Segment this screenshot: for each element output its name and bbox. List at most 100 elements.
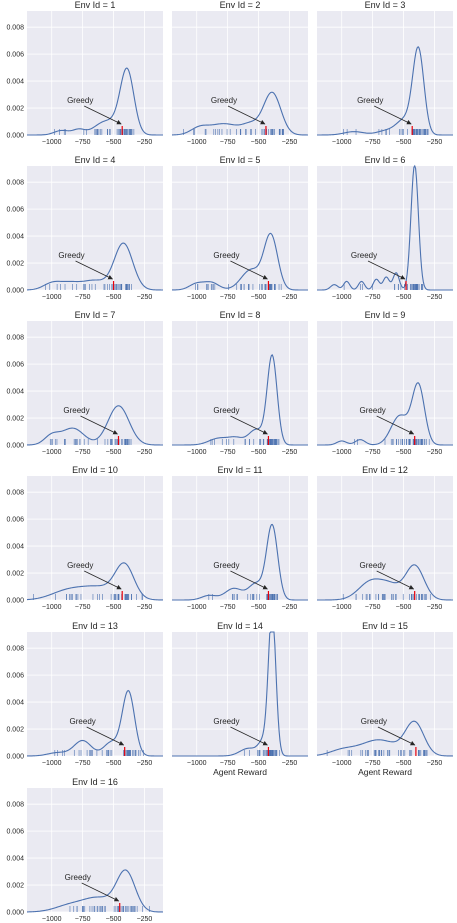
panel-16-x-tick-label: −500 xyxy=(106,916,122,923)
panel-2-title: Env Id = 2 xyxy=(220,0,261,10)
panel-11-greedy-arrow xyxy=(230,570,268,590)
panel-13-x-tick-label: −250 xyxy=(137,760,153,767)
y-tick-label: 0.004 xyxy=(6,544,24,551)
panel-3-greedy-label: Greedy xyxy=(357,96,383,105)
panel-4-x-tick-label: −500 xyxy=(106,294,122,301)
panel-8-axes-background xyxy=(172,321,308,445)
y-tick-label: 0.004 xyxy=(6,234,24,241)
y-tick-label: 0.006 xyxy=(6,829,24,836)
panel-16-title: Env Id = 16 xyxy=(72,777,118,787)
panel-1-x-tick-label: −500 xyxy=(106,139,122,146)
panel-2-density-curve xyxy=(171,91,308,136)
y-tick-label: 0.006 xyxy=(6,673,24,680)
y-tick-label: 0.004 xyxy=(6,79,24,86)
panel-14-axes-background xyxy=(172,632,308,756)
panel-15-x-tick-label: −250 xyxy=(427,760,443,767)
panel-14-title: Env Id = 14 xyxy=(217,621,263,631)
y-tick-label: 0.004 xyxy=(6,389,24,396)
panel-15-title: Env Id = 15 xyxy=(362,621,408,631)
panel-12-greedy-arrow xyxy=(376,570,415,590)
panel-3-density-curve xyxy=(317,45,453,136)
panel-13-greedy-arrow xyxy=(86,726,125,746)
panel-5-x-tick-label: −750 xyxy=(220,294,236,301)
panel-14-density-curve xyxy=(172,631,308,757)
panel-9-greedy-arrow xyxy=(376,415,415,435)
panel-1-greedy-arrow xyxy=(84,105,122,125)
panel-10-x-tick-label: −500 xyxy=(106,604,122,611)
panel-8-x-tick-label: −750 xyxy=(220,449,236,456)
panel-4-x-tick-label: −1000 xyxy=(42,294,62,301)
panel-4-x-tick-label: −750 xyxy=(75,294,91,301)
panel-15-axes-background xyxy=(317,632,453,756)
panel-7-x-tick-label: −500 xyxy=(106,449,122,456)
panel-4-greedy-arrow xyxy=(75,260,113,280)
panel-9-greedy-label: Greedy xyxy=(360,406,386,415)
panel-11-x-tick-label: −500 xyxy=(251,604,267,611)
panel-8-x-tick-label: −500 xyxy=(251,449,267,456)
panel-14-x-axis-label: Agent Reward xyxy=(213,767,267,777)
panel-13-x-tick-label: −750 xyxy=(75,760,91,767)
panel-5-greedy-arrow xyxy=(230,260,268,280)
y-tick-label: 0.000 xyxy=(6,754,24,761)
panel-14-greedy-arrow xyxy=(230,726,268,746)
panel-9-axes-background xyxy=(317,321,453,445)
panel-1-title: Env Id = 1 xyxy=(75,0,116,10)
panel-2-x-tick-label: −1000 xyxy=(187,139,207,146)
y-tick-label: 0.004 xyxy=(6,856,24,863)
y-tick-label: 0.008 xyxy=(6,180,24,187)
panel-10-greedy-arrow xyxy=(84,570,122,590)
panel-4-greedy-label: Greedy xyxy=(58,251,84,260)
panel-7-axes-background xyxy=(27,321,163,445)
panel-7-title: Env Id = 7 xyxy=(75,310,116,320)
panel-11-greedy-label: Greedy xyxy=(213,561,239,570)
panel-12-x-tick-label: −250 xyxy=(427,604,443,611)
panel-6-x-tick-label: −1000 xyxy=(332,294,352,301)
panel-5-x-tick-label: −1000 xyxy=(187,294,207,301)
y-tick-label: 0.008 xyxy=(6,490,24,497)
panel-10-x-tick-label: −250 xyxy=(137,604,153,611)
panel-1-x-tick-label: −250 xyxy=(137,139,153,146)
panel-15-x-axis-label: Agent Reward xyxy=(358,767,412,777)
panel-7-density-curve xyxy=(26,405,164,446)
panel-4-title: Env Id = 4 xyxy=(75,155,116,165)
panel-12-x-tick-label: −500 xyxy=(396,604,412,611)
panel-9-x-tick-label: −1000 xyxy=(332,449,352,456)
panel-3-x-tick-label: −1000 xyxy=(332,139,352,146)
y-tick-label: 0.002 xyxy=(6,106,24,113)
y-tick-label: 0.002 xyxy=(6,883,24,890)
panel-16-greedy-label: Greedy xyxy=(65,873,91,882)
panel-12-greedy-label: Greedy xyxy=(360,561,386,570)
y-tick-label: 0.006 xyxy=(6,207,24,214)
panel-2-greedy-arrow xyxy=(227,105,266,125)
panel-7-x-tick-label: −750 xyxy=(75,449,91,456)
panel-12-title: Env Id = 12 xyxy=(362,465,408,475)
y-tick-label: 0.008 xyxy=(6,25,24,32)
panel-11-density-curve xyxy=(172,523,308,601)
y-tick-label: 0.006 xyxy=(6,517,24,524)
panel-9-title: Env Id = 9 xyxy=(365,310,406,320)
panel-10-x-tick-label: −1000 xyxy=(42,604,62,611)
panel-6-greedy-arrow xyxy=(367,260,406,280)
panel-8-density-curve xyxy=(172,354,308,446)
panel-8-greedy-label: Greedy xyxy=(213,406,239,415)
panel-3-x-tick-label: −750 xyxy=(365,139,381,146)
panel-15-greedy-label: Greedy xyxy=(361,717,387,726)
panel-9-x-tick-label: −750 xyxy=(365,449,381,456)
panel-1-x-tick-label: −1000 xyxy=(42,139,62,146)
panel-7-greedy-label: Greedy xyxy=(63,406,89,415)
panel-2-axes-background xyxy=(172,11,308,135)
panel-13-x-tick-label: −500 xyxy=(106,760,122,767)
panel-16-density-curve xyxy=(26,869,164,913)
panel-5-x-tick-label: −250 xyxy=(282,294,298,301)
panel-12-density-curve xyxy=(317,564,453,601)
panel-13-title: Env Id = 13 xyxy=(72,621,118,631)
panel-14-x-tick-label: −250 xyxy=(282,760,298,767)
panel-14-x-tick-label: −750 xyxy=(220,760,236,767)
panel-6-x-tick-label: −500 xyxy=(396,294,412,301)
panel-9-density-curve xyxy=(317,382,453,446)
panel-3-axes-background xyxy=(317,11,453,135)
panel-11-x-tick-label: −250 xyxy=(282,604,298,611)
panel-5-density-curve xyxy=(171,232,308,291)
y-tick-label: 0.000 xyxy=(6,443,24,450)
